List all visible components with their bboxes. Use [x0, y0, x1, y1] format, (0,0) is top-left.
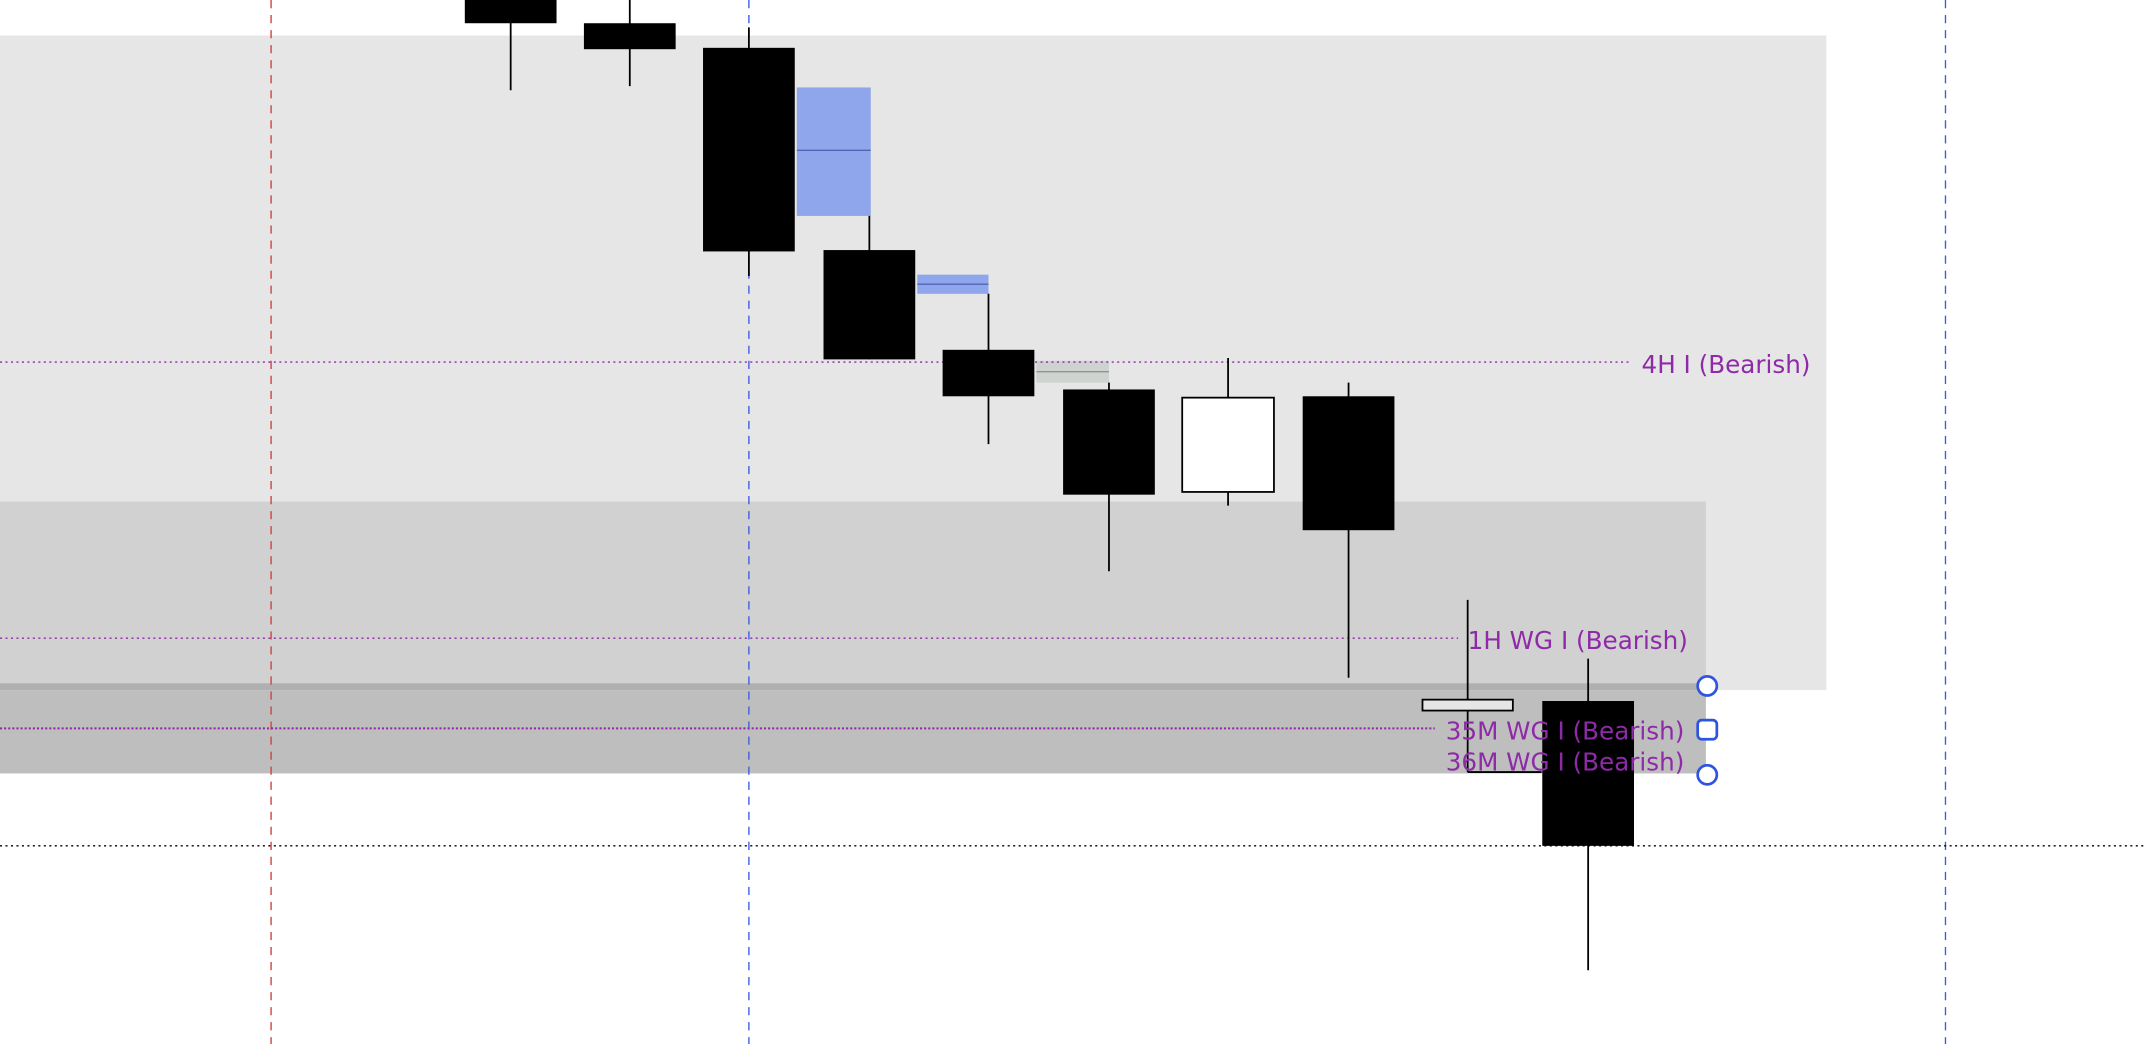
- zone-1h: [0, 501, 1706, 684]
- bearish-candle: [1542, 701, 1635, 846]
- level-lines: [0, 361, 2144, 847]
- level-labels: 4H I (Bearish) 1H WG I (Bearish) 35M WG …: [1446, 350, 1811, 777]
- level-label-36m: 36M WG I (Bearish): [1446, 748, 1685, 777]
- zone-35m: [0, 690, 1706, 774]
- bearish-candle: [823, 250, 916, 360]
- candles: [464, 0, 1635, 971]
- level-label-4h: 4H I (Bearish): [1642, 350, 1811, 379]
- level-label-35m: 35M WG I (Bearish): [1446, 716, 1685, 745]
- bearish-candle: [464, 0, 557, 24]
- bearish-candle: [1063, 389, 1155, 495]
- drawing-handles[interactable]: [1696, 675, 1719, 786]
- fair-value-gaps: [796, 87, 1109, 383]
- resize-handle-bottom[interactable]: [1696, 763, 1719, 786]
- zones: [0, 35, 1827, 774]
- move-handle-middle[interactable]: [1696, 718, 1719, 741]
- bearish-candle: [1302, 396, 1395, 531]
- resize-handle-top[interactable]: [1696, 675, 1719, 697]
- bearish-candle: [583, 23, 676, 50]
- bearish-candle: [942, 349, 1035, 397]
- zone-35m-edge: [0, 683, 1706, 691]
- fvg-box: [796, 87, 871, 216]
- bearish-candle: [703, 47, 795, 252]
- level-label-1h: 1H WG I (Bearish): [1468, 626, 1688, 655]
- bullish-candle: [1181, 396, 1275, 493]
- bullish-candle: [1421, 698, 1514, 712]
